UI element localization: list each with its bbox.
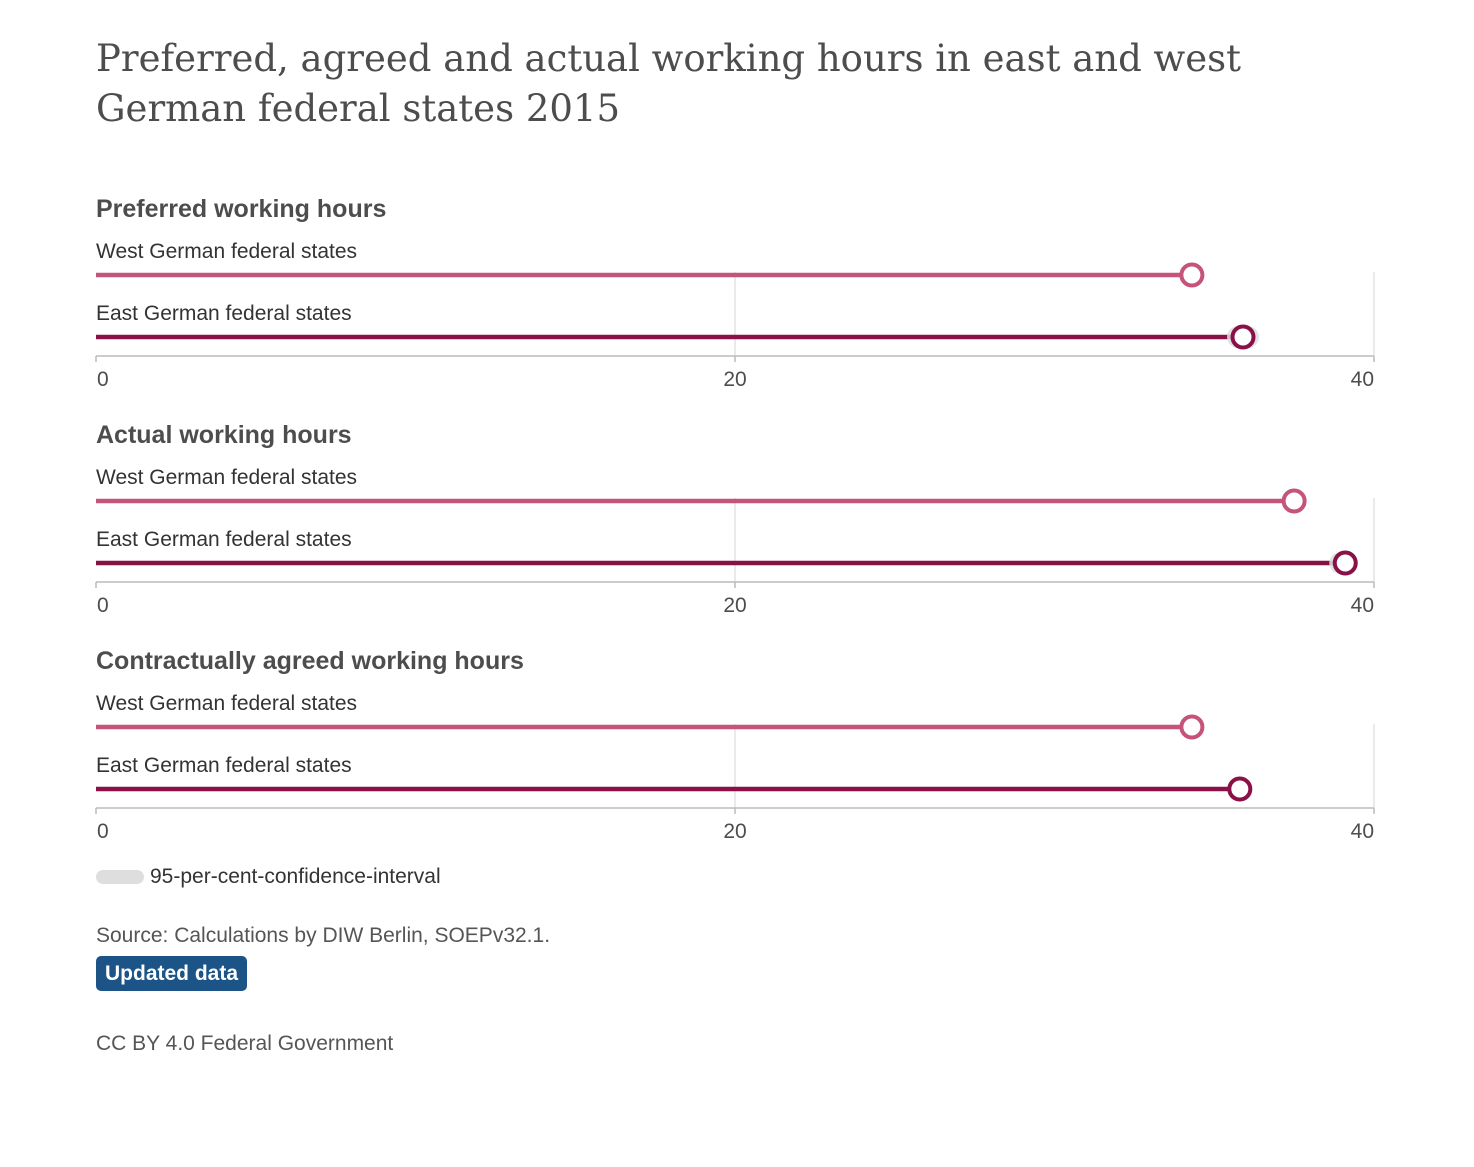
row-label: West German federal states [96, 240, 357, 263]
updated-data-badge[interactable]: Updated data [96, 956, 248, 991]
x-tick-label: 20 [723, 820, 746, 843]
chart-title: Preferred, agreed and actual working hou… [96, 37, 1241, 130]
panel-title: Contractually agreed working hours [96, 647, 524, 675]
row-label: East German federal states [96, 754, 352, 777]
panel-title: Actual working hours [96, 421, 352, 449]
row-label: West German federal states [96, 466, 357, 489]
value-marker [1227, 776, 1253, 802]
value-marker [1179, 262, 1205, 288]
row-label: East German federal states [96, 302, 352, 325]
value-marker [1230, 324, 1256, 350]
x-tick-label: 0 [97, 368, 109, 391]
x-tick-label: 0 [97, 820, 109, 843]
x-tick-label: 20 [723, 594, 746, 617]
value-marker [1332, 550, 1358, 576]
confidence-interval-swatch [96, 870, 144, 884]
license-note: CC BY 4.0 Federal Government [96, 1032, 394, 1055]
row-label: West German federal states [96, 692, 357, 715]
dot-plot-chart: Preferred working hours West German feder… [95, 195, 1375, 843]
x-tick-label: 20 [723, 368, 746, 391]
x-tick-label: 40 [1351, 820, 1374, 843]
source-note: Source: Calculations by DIW Berlin, SOEP… [96, 924, 551, 947]
panel-title: Preferred working hours [96, 195, 386, 223]
row-label: East German federal states [96, 528, 352, 551]
value-marker [1179, 714, 1205, 740]
legend-label: 95-per-cent-confidence-interval [150, 865, 441, 888]
x-tick-label: 40 [1351, 368, 1374, 391]
x-tick-label: 40 [1351, 594, 1374, 617]
value-marker [1281, 488, 1307, 514]
x-tick-label: 0 [97, 594, 109, 617]
legend: 95-per-cent-confidence-interval [96, 864, 441, 890]
